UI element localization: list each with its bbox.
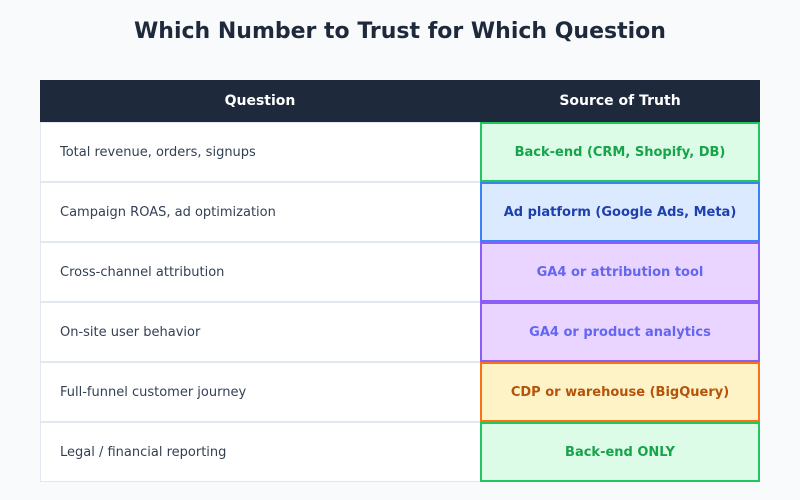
question-cell: Campaign ROAS, ad optimization — [40, 182, 480, 242]
question-cell: Cross-channel attribution — [40, 242, 480, 302]
table-row: Full-funnel customer journey CDP or ware… — [40, 362, 760, 422]
page-title: Which Number to Trust for Which Question — [134, 19, 666, 44]
question-cell: Legal / financial reporting — [40, 422, 480, 482]
source-cell: Back-end ONLY — [480, 422, 760, 482]
header-source-of-truth: Source of Truth — [559, 93, 681, 109]
header-question: Question — [224, 93, 296, 109]
question-cell: On-site user behavior — [40, 302, 480, 362]
table-row: On-site user behavior GA4 or product ana… — [40, 302, 760, 362]
source-cell: Ad platform (Google Ads, Meta) — [480, 182, 760, 242]
table-row: Cross-channel attribution GA4 or attribu… — [40, 242, 760, 302]
table-row: Campaign ROAS, ad optimization Ad platfo… — [40, 182, 760, 242]
source-of-truth-table: Question Source of Truth Total revenue, … — [40, 80, 760, 482]
source-cell: GA4 or attribution tool — [480, 242, 760, 302]
table-row: Total revenue, orders, signups Back-end … — [40, 122, 760, 182]
source-cell: CDP or warehouse (BigQuery) — [480, 362, 760, 422]
source-cell: Back-end (CRM, Shopify, DB) — [480, 122, 760, 182]
table-header: Question Source of Truth — [40, 80, 760, 122]
question-cell: Total revenue, orders, signups — [40, 122, 480, 182]
table-row: Legal / financial reporting Back-end ONL… — [40, 422, 760, 482]
question-cell: Full-funnel customer journey — [40, 362, 480, 422]
source-cell: GA4 or product analytics — [480, 302, 760, 362]
